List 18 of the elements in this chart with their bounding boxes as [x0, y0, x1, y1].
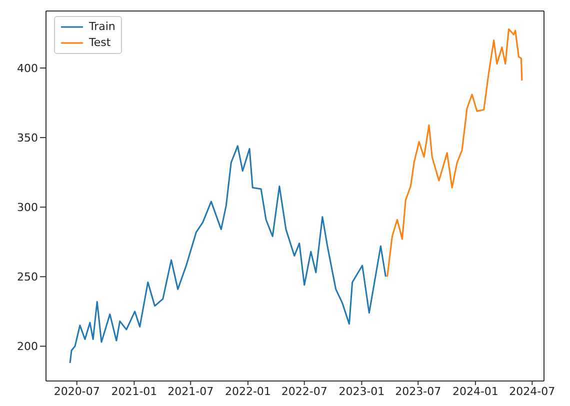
y-tick-label: 400 — [17, 62, 38, 75]
x-tick-label: 2022-07 — [281, 384, 328, 398]
x-tick-label: 2024-01 — [452, 384, 498, 398]
x-tick-label: 2024-07 — [509, 384, 556, 398]
line-series — [69, 145, 386, 364]
y-tick-label: 350 — [17, 131, 38, 144]
line-series — [386, 28, 523, 278]
legend-label: Train — [89, 19, 116, 35]
legend-label: Test — [89, 35, 111, 51]
y-tick-label: 250 — [17, 270, 38, 284]
x-tick-label: 2023-01 — [338, 384, 385, 398]
x-tick-label: 2023-07 — [395, 384, 442, 398]
x-tick-label: 2021-01 — [111, 384, 158, 398]
x-tick-label: 2020-07 — [54, 384, 100, 398]
y-tick-label: 200 — [17, 340, 38, 354]
x-tick-label: 2021-07 — [168, 384, 214, 398]
y-tick-label: 300 — [17, 201, 38, 214]
x-tick-label: 2022-01 — [224, 384, 271, 398]
